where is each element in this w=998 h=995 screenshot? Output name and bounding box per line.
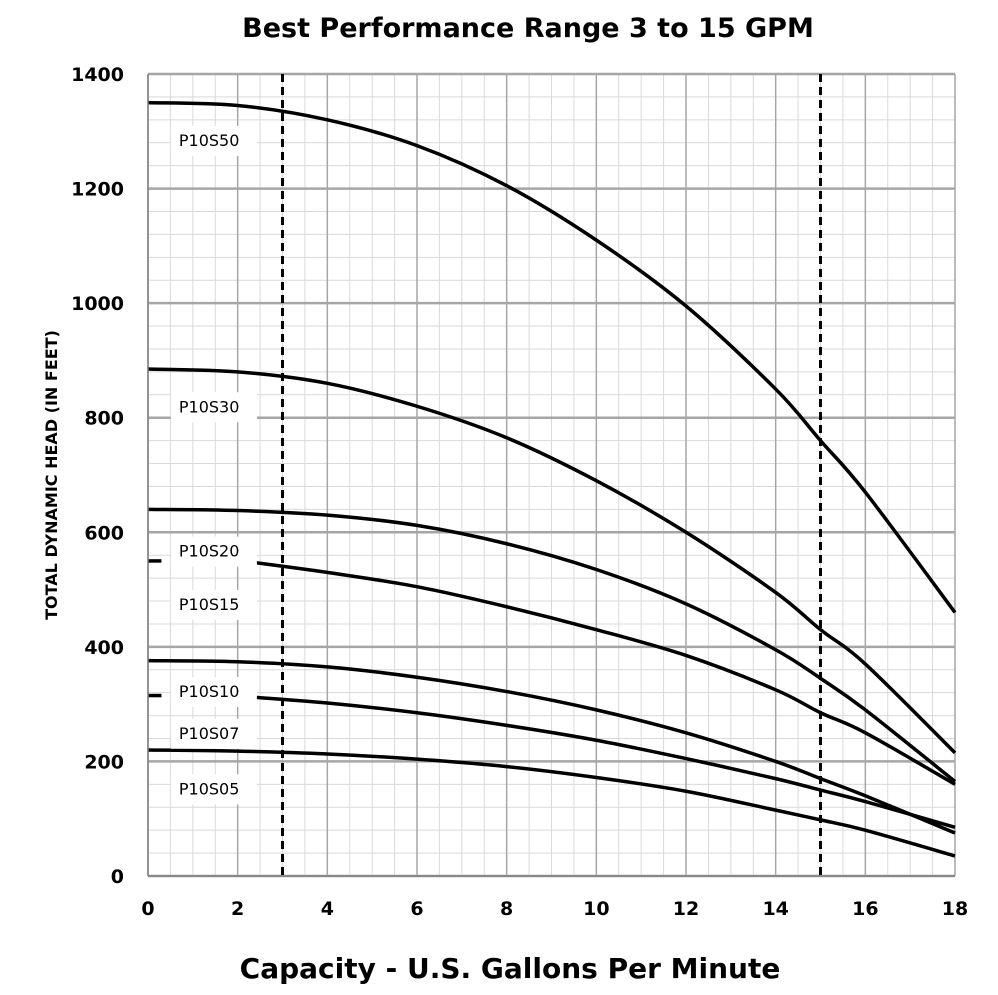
- series-label-box: [170, 718, 257, 749]
- y-tick-label: 1200: [71, 179, 124, 201]
- series-curve-p10s20: [147, 507, 957, 783]
- x-tick-label: 4: [321, 898, 334, 920]
- series-label-p10s30: P10S30: [179, 397, 240, 416]
- series-label-box: [170, 774, 257, 805]
- x-tick-label: 0: [141, 898, 154, 920]
- series-curves: [147, 100, 957, 858]
- series-label-box: [170, 589, 257, 620]
- series-label-box: [170, 536, 257, 567]
- y-tick-label: 400: [84, 637, 124, 659]
- tick-labels: 0 2 4 6 8 10 12 14 16 18 0 200 400 600 800 1000 1200 1400: [71, 64, 968, 920]
- series-label-p10s05: P10S05: [179, 779, 240, 798]
- series-curve-p10s15: [250, 560, 956, 786]
- y-tick-label: 0: [111, 866, 124, 888]
- best-performance-range-lines: [281, 74, 822, 876]
- series-label-p10s10: P10S10: [179, 682, 240, 701]
- y-tick-label: 800: [84, 408, 124, 430]
- axes: [147, 74, 955, 877]
- y-tick-label: 1000: [71, 293, 124, 315]
- x-axis-label: Capacity - U.S. Gallons Per Minute: [240, 952, 781, 985]
- series-label-box: [170, 125, 257, 156]
- series-label-p10s20: P10S20: [179, 542, 240, 561]
- series-label-box: [170, 676, 257, 707]
- series-curve-p10s10: [147, 658, 956, 835]
- x-tick-label: 12: [673, 898, 699, 920]
- x-tick-label: 2: [231, 898, 244, 920]
- x-tick-label: 8: [500, 898, 513, 920]
- series-curve-p10s30: [147, 367, 957, 755]
- chart-title: Best Performance Range 3 to 15 GPM: [242, 13, 814, 44]
- series-labels: P10S50 P10S30 P10S20 P10S15 P10S10 P10S07 P10S…: [170, 125, 257, 805]
- series-curve-p10s07: [246, 694, 956, 829]
- x-tick-label: 18: [942, 898, 968, 920]
- series-label-box: [170, 392, 257, 423]
- y-axis-label: TOTAL DYNAMIC HEAD (IN FEET): [42, 330, 61, 620]
- y-tick-label: 600: [84, 522, 124, 544]
- series-curve-p10s50: [147, 100, 957, 614]
- series-label-p10s07: P10S07: [179, 724, 240, 743]
- x-tick-label: 16: [852, 898, 878, 920]
- series-label-p10s15: P10S15: [179, 595, 240, 614]
- x-tick-label: 14: [762, 898, 788, 920]
- x-tick-label: 6: [410, 898, 423, 920]
- y-tick-label: 200: [84, 751, 124, 773]
- y-tick-label: 1400: [71, 64, 124, 86]
- x-tick-label: 10: [583, 898, 609, 920]
- series-label-p10s50: P10S50: [179, 131, 240, 150]
- series-curve-p10s05: [147, 748, 956, 858]
